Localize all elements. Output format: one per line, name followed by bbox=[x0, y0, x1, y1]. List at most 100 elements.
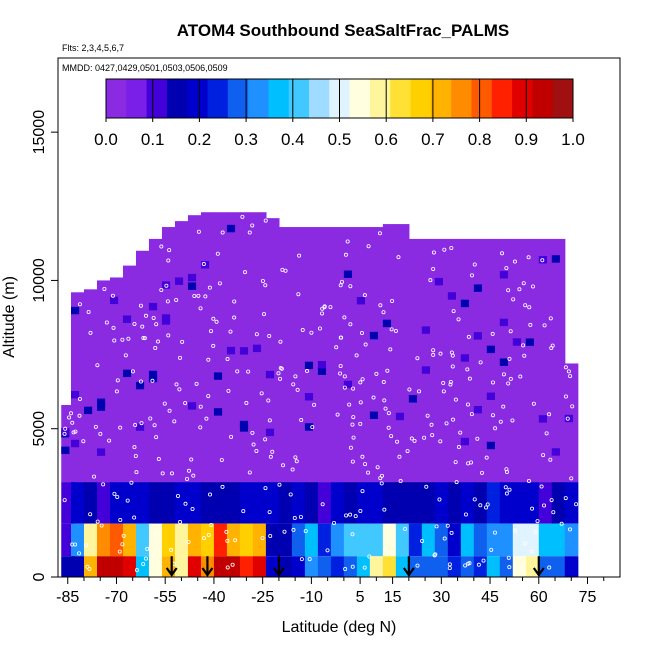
heatmap-cell bbox=[499, 318, 508, 327]
sample-point bbox=[133, 454, 138, 459]
sample-point bbox=[498, 419, 503, 424]
sample-point bbox=[145, 546, 150, 551]
sample-point bbox=[431, 266, 436, 271]
sample-point bbox=[174, 297, 179, 302]
sample-point bbox=[396, 255, 401, 260]
sample-point bbox=[263, 218, 268, 223]
sample-point bbox=[139, 421, 144, 426]
sample-point bbox=[490, 380, 495, 385]
heatmap-cell bbox=[538, 482, 553, 524]
sample-point bbox=[397, 454, 402, 459]
sample-point bbox=[479, 470, 484, 475]
heatmap-cell bbox=[135, 423, 145, 431]
heatmap-cell bbox=[460, 354, 469, 362]
heatmap-cell bbox=[304, 227, 319, 483]
heatmap-cell bbox=[161, 317, 171, 325]
sample-point bbox=[290, 467, 295, 472]
colorbar-swatch bbox=[126, 79, 148, 118]
heatmap-cell bbox=[343, 523, 358, 557]
sample-point bbox=[451, 309, 456, 314]
sample-point bbox=[307, 557, 312, 562]
sample-point bbox=[114, 389, 119, 394]
sample-point bbox=[125, 498, 130, 503]
sample-point bbox=[150, 378, 155, 383]
heatmap-cell bbox=[551, 482, 566, 524]
heatmap-cell bbox=[564, 523, 579, 557]
sample-point bbox=[73, 542, 78, 547]
heatmap-cell bbox=[421, 366, 430, 374]
heatmap-cell bbox=[96, 448, 106, 456]
heatmap-cell bbox=[343, 380, 353, 389]
sample-point bbox=[438, 439, 443, 444]
heatmap-cell bbox=[83, 556, 98, 577]
sample-point bbox=[217, 281, 222, 286]
heatmap-cell bbox=[473, 556, 488, 577]
heatmap-cell bbox=[460, 556, 475, 577]
heatmap-cell bbox=[174, 221, 189, 483]
heatmap-cell bbox=[70, 306, 80, 315]
sample-point bbox=[433, 552, 438, 557]
heatmap-cell bbox=[265, 482, 280, 524]
sample-point bbox=[263, 437, 268, 442]
sample-point bbox=[320, 306, 325, 311]
sample-point bbox=[194, 381, 199, 386]
heatmap-cell bbox=[213, 556, 228, 577]
sample-point bbox=[278, 339, 283, 344]
heatmap-cell bbox=[473, 482, 488, 524]
sample-point bbox=[478, 360, 483, 365]
sample-point bbox=[351, 415, 356, 420]
sample-point bbox=[305, 369, 310, 374]
sample-point bbox=[381, 380, 386, 385]
colorbar: 0.0 0.1 0.2 0.3 0.4 0.5 0.6 0.7 0.8 0.9 1.0 bbox=[94, 78, 585, 149]
sample-point bbox=[167, 248, 172, 253]
heatmap-cell bbox=[265, 218, 280, 483]
sample-point bbox=[141, 562, 146, 567]
sample-point bbox=[398, 479, 403, 484]
heatmap-cell bbox=[434, 482, 449, 524]
heatmap-cell bbox=[447, 292, 456, 300]
sample-point bbox=[348, 512, 353, 517]
sample-point bbox=[115, 494, 120, 499]
sample-point bbox=[366, 470, 371, 475]
sample-point bbox=[501, 372, 506, 377]
sample-point bbox=[449, 350, 454, 355]
sample-point bbox=[224, 529, 229, 534]
sample-point bbox=[358, 509, 363, 514]
sample-point bbox=[303, 529, 308, 534]
heatmap-cell bbox=[122, 315, 132, 323]
heatmap-cell bbox=[187, 282, 197, 290]
heatmap-cell bbox=[538, 415, 547, 423]
sample-point bbox=[110, 293, 115, 298]
sample-point bbox=[371, 395, 376, 400]
sample-point bbox=[201, 262, 206, 267]
heatmap-cell bbox=[330, 482, 345, 524]
colorbar-tick-label: 1.0 bbox=[561, 130, 585, 149]
heatmap-cell bbox=[473, 523, 488, 557]
sample-point bbox=[160, 471, 165, 476]
heatmap-cell bbox=[226, 224, 236, 233]
heatmap-cell bbox=[187, 215, 202, 483]
heatmap-cell bbox=[83, 523, 98, 557]
heatmap-cell bbox=[538, 523, 553, 557]
sample-point bbox=[526, 479, 531, 484]
sample-point bbox=[568, 374, 573, 379]
heatmap-cell bbox=[434, 277, 443, 286]
sample-point bbox=[381, 310, 386, 315]
sample-point bbox=[62, 431, 67, 436]
heatmap-cell bbox=[252, 482, 267, 524]
sample-point bbox=[206, 394, 211, 399]
sample-point bbox=[388, 347, 393, 352]
chart-title: ATOM4 Southbound SeaSaltFrac_PALMS bbox=[177, 21, 509, 40]
sample-point bbox=[167, 408, 172, 413]
heatmap-cell bbox=[187, 556, 202, 577]
sample-point bbox=[215, 251, 220, 256]
sample-point bbox=[379, 473, 384, 478]
colorbar-tick-label: 0.7 bbox=[421, 130, 445, 149]
colorbar-swatch bbox=[349, 79, 371, 118]
sample-point bbox=[196, 293, 201, 298]
sample-point bbox=[533, 529, 538, 534]
heatmap-cell bbox=[551, 255, 560, 263]
heatmap-cell bbox=[330, 523, 345, 557]
mmdd-label: MMDD: 0427,0429,0501,0503,0506,0509 bbox=[62, 63, 228, 73]
sample-point bbox=[431, 250, 436, 255]
